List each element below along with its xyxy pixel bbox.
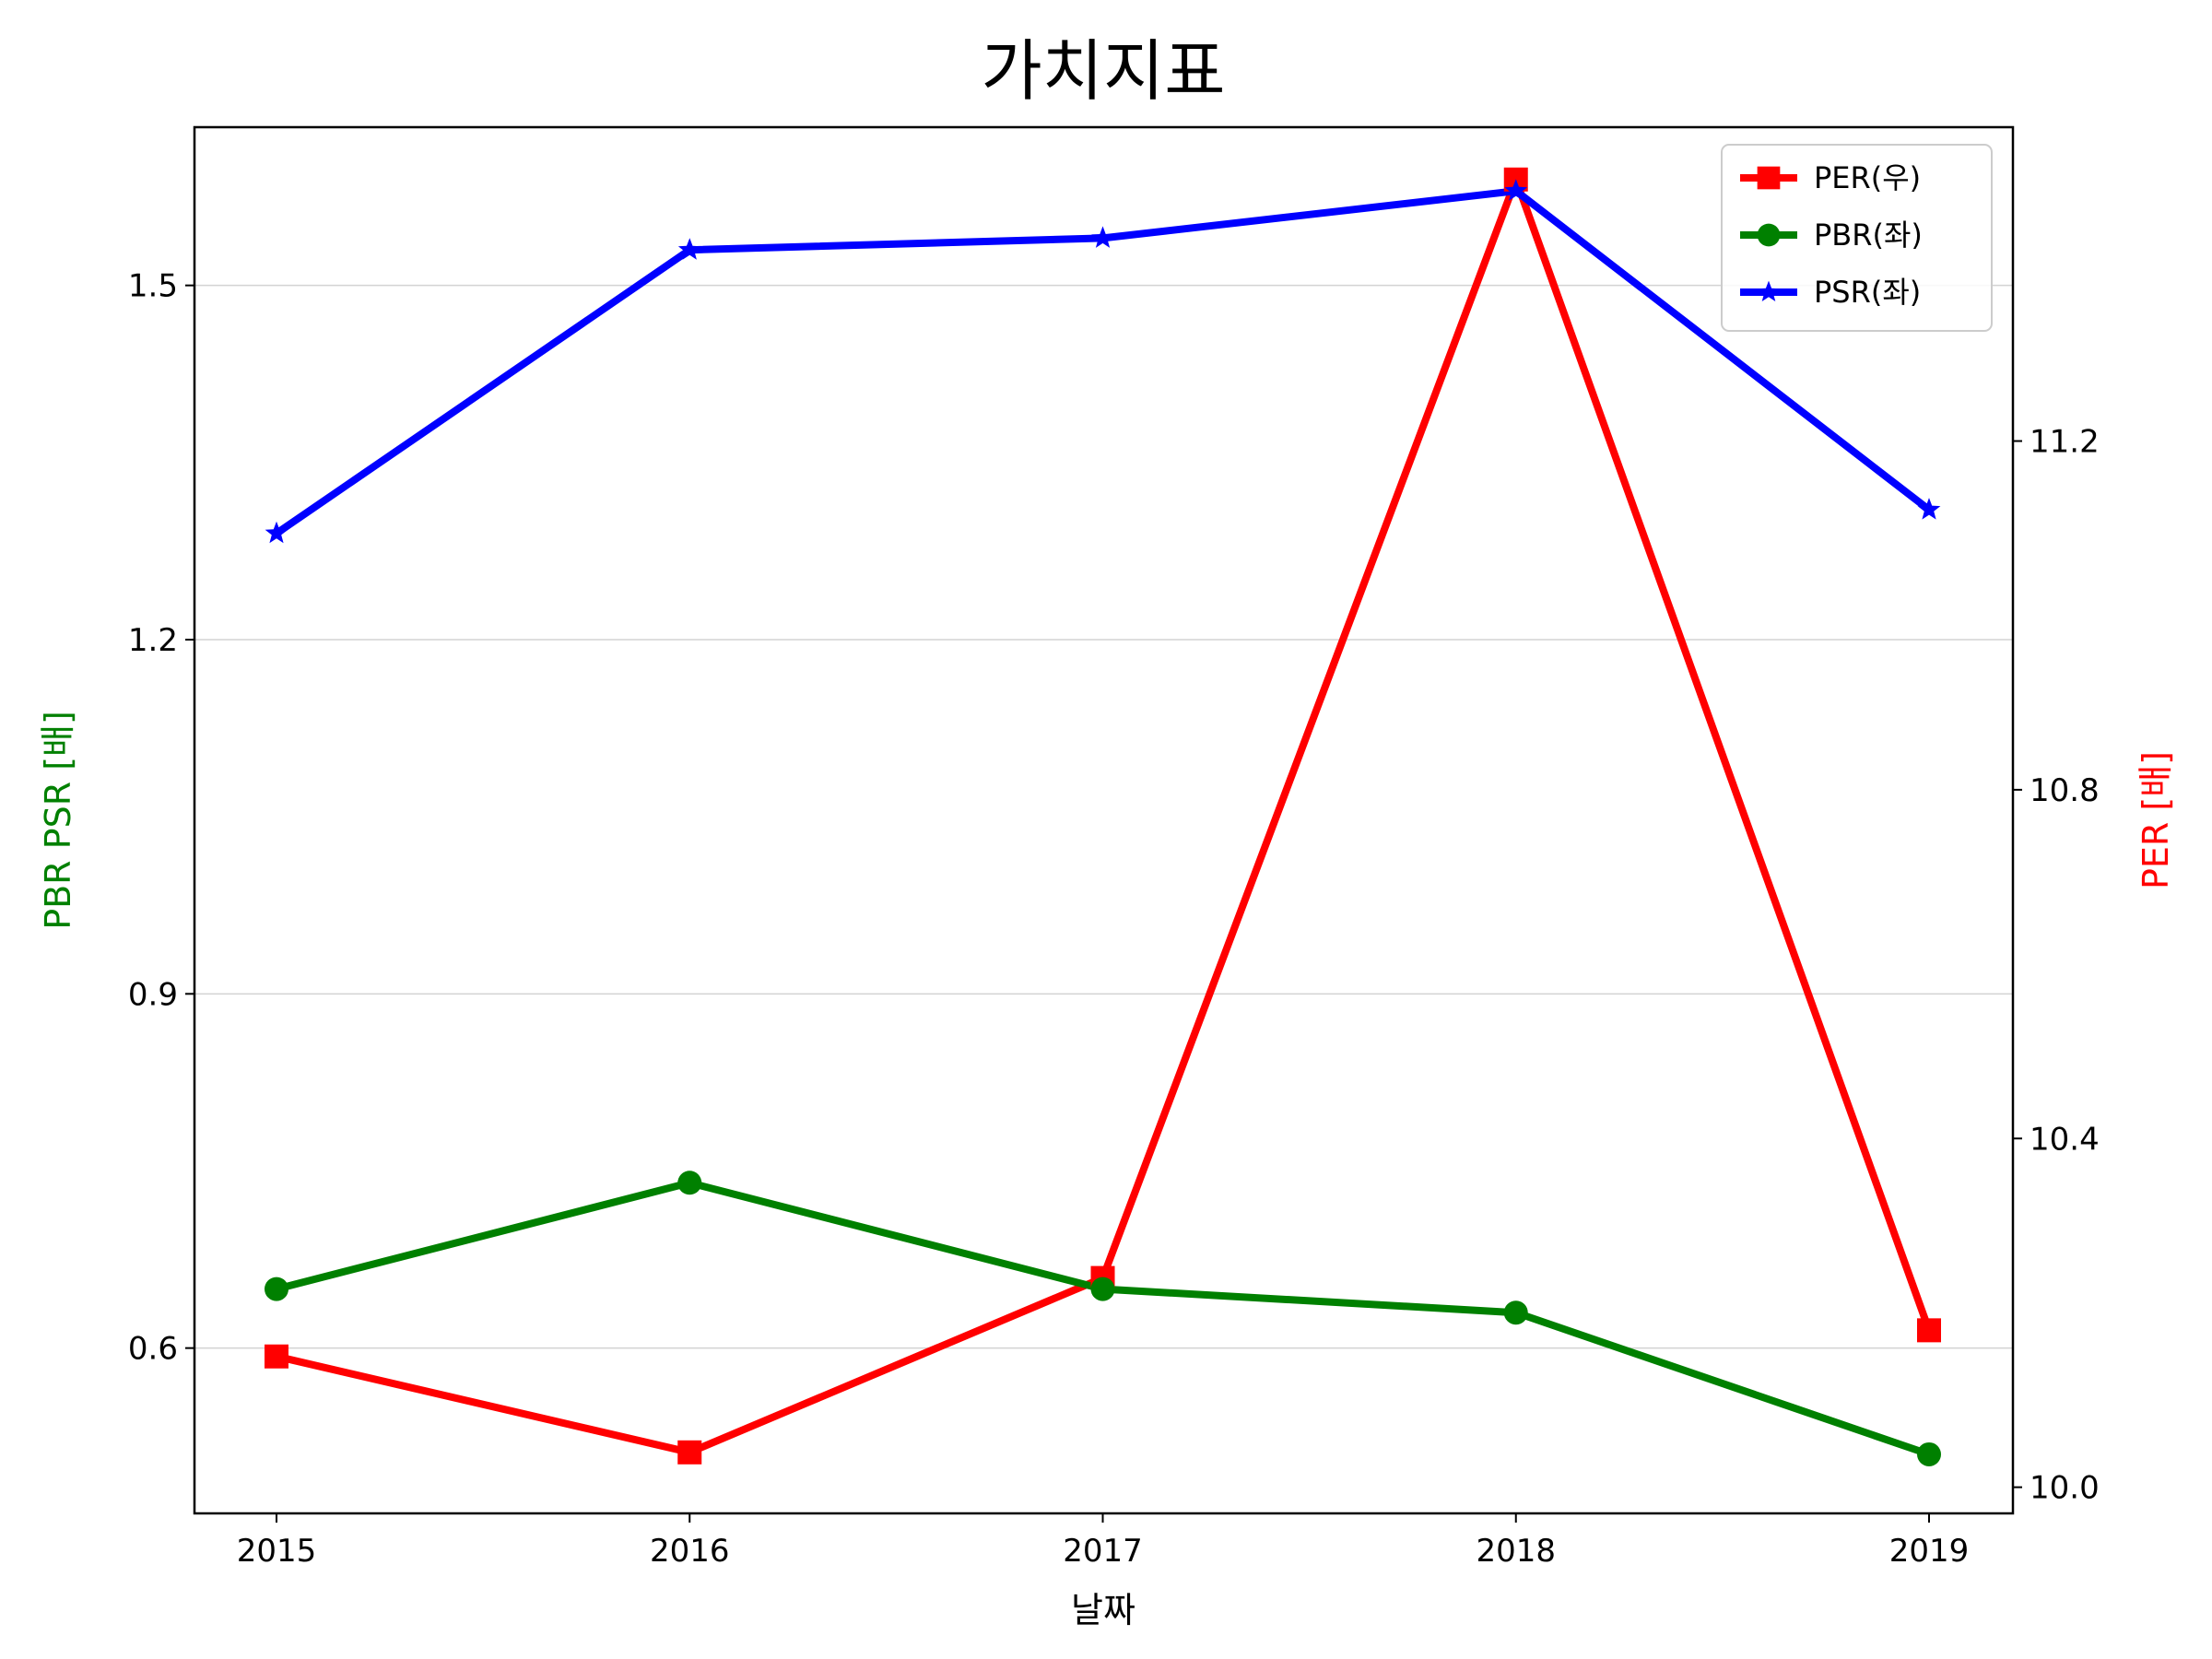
left-tick-label: 1.5 [128, 268, 178, 305]
data-point-pbr [677, 1171, 702, 1195]
data-point-pbr [1503, 1300, 1528, 1325]
series-markers [265, 167, 1941, 1466]
left-tick-label: 0.6 [128, 1331, 178, 1368]
x-axis-ticks: 2015 2016 2017 2018 2019 [237, 1513, 1970, 1570]
x-tick-label: 2017 [1063, 1533, 1143, 1570]
data-point-psr [1504, 179, 1528, 201]
right-tick-label: 10.0 [2030, 1470, 2100, 1507]
data-point-pbr [1917, 1441, 1941, 1466]
legend-label-psr: PSR(좌) [1814, 275, 1921, 310]
data-point-per [1917, 1318, 1941, 1343]
data-point-per [677, 1440, 702, 1465]
right-axis-label: PER [배] [2136, 751, 2176, 889]
legend: PER(우) PBR(좌) PSR(좌) [1721, 144, 1993, 332]
data-point-psr [1917, 498, 1941, 520]
data-point-psr [265, 521, 288, 544]
left-tick-label: 1.2 [128, 622, 178, 659]
data-point-pbr [1090, 1277, 1115, 1301]
gridlines [194, 284, 2013, 1349]
x-tick-label: 2018 [1476, 1533, 1556, 1570]
left-tick-label: 0.9 [128, 976, 178, 1013]
x-tick-label: 2015 [237, 1533, 317, 1570]
data-point-psr [677, 238, 701, 260]
legend-marker-per [1757, 166, 1781, 190]
data-point-pbr [265, 1277, 288, 1301]
legend-box [1721, 144, 1993, 332]
legend-marker-pbr [1757, 223, 1781, 247]
legend-marker-psr [1758, 280, 1780, 301]
legend-label-pbr: PBR(좌) [1814, 218, 1923, 253]
x-axis-label: 날짜 [1071, 1590, 1135, 1630]
chart-title: 가치지표 [982, 32, 1226, 110]
legend-label-per: PER(우) [1814, 160, 1921, 195]
left-axis-label: PBR PSR [배] [38, 711, 78, 930]
x-tick-label: 2019 [1889, 1533, 1970, 1570]
x-tick-label: 2016 [650, 1533, 730, 1570]
right-tick-label: 10.8 [2030, 772, 2100, 809]
right-axis-ticks: 10.0 10.4 10.8 11.2 [2013, 424, 2100, 1507]
data-point-per [265, 1344, 288, 1369]
data-point-psr [1091, 226, 1114, 248]
left-axis-ticks: 0.6 0.9 1.2 1.5 [128, 268, 194, 1368]
right-tick-label: 11.2 [2030, 424, 2100, 461]
right-tick-label: 10.4 [2030, 1121, 2100, 1158]
